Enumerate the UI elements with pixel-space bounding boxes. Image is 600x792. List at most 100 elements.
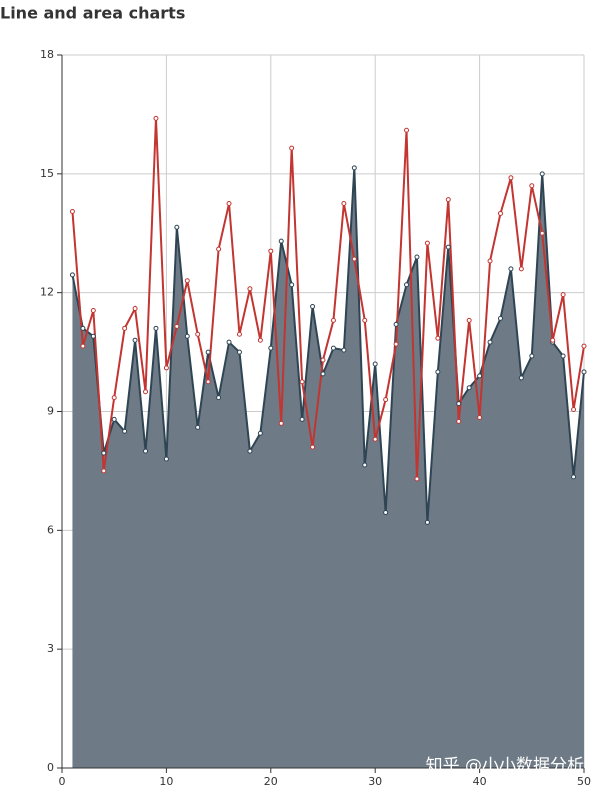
point [529,353,535,359]
point [143,448,149,454]
point [320,371,326,377]
point [122,428,128,434]
point [289,145,295,151]
point [299,416,305,422]
point [195,424,201,430]
point [174,224,180,230]
point [362,462,368,468]
x-tick-label: 50 [577,775,591,788]
point [445,197,451,203]
point [435,335,441,341]
point [518,266,524,272]
point [330,345,336,351]
point [80,343,86,349]
point [278,238,284,244]
point [310,304,316,310]
point [90,333,96,339]
point [456,401,462,407]
point [487,258,493,264]
point [414,254,420,260]
point [101,450,107,456]
point [268,248,274,254]
x-tick-label: 20 [264,775,278,788]
y-tick-label: 12 [40,286,54,299]
x-tick-label: 0 [59,775,66,788]
point [111,395,117,401]
point [456,418,462,424]
point [560,353,566,359]
point [508,175,514,181]
point [257,430,263,436]
point [236,349,242,355]
point [362,317,368,323]
point [226,339,232,345]
x-tick-label: 30 [368,775,382,788]
point [341,201,347,207]
point [80,325,86,331]
point [539,171,545,177]
point [320,357,326,363]
point [518,375,524,381]
point [122,325,128,331]
point [184,278,190,284]
point [404,282,410,288]
point [508,266,514,272]
y-tick-label: 0 [47,761,54,774]
point [132,306,138,312]
point [351,256,357,262]
point [163,365,169,371]
point [571,407,577,413]
point [393,341,399,347]
point [69,272,75,278]
x-tick-label: 10 [159,775,173,788]
point [247,286,253,292]
point [289,282,295,288]
point [497,210,503,216]
point [560,292,566,298]
series-line [71,118,585,479]
point [466,317,472,323]
point [424,240,430,246]
point [268,345,274,351]
point [153,325,159,331]
chart-title: Line and area charts [0,4,185,23]
point [195,331,201,337]
point [101,468,107,474]
point [153,115,159,121]
point [111,416,117,422]
point [404,127,410,133]
point [445,244,451,250]
point [216,395,222,401]
point [257,337,263,343]
point [383,510,389,516]
point [90,307,96,313]
point [529,183,535,189]
point [571,474,577,480]
point [205,349,211,355]
point [163,456,169,462]
point [372,361,378,367]
series-line [71,167,585,523]
point [236,331,242,337]
point [466,385,472,391]
point [299,379,305,385]
point [69,208,75,214]
point [497,315,503,321]
point [414,476,420,482]
area [72,167,584,768]
point [383,397,389,403]
point [247,448,253,454]
point [477,414,483,420]
point [351,165,357,171]
y-tick-label: 18 [40,48,54,61]
point [581,369,587,375]
point [581,343,587,349]
point [477,373,483,379]
x-tick-label: 40 [473,775,487,788]
y-tick-label: 9 [47,405,54,418]
point [132,337,138,343]
point [435,369,441,375]
point [226,201,232,207]
point [330,317,336,323]
